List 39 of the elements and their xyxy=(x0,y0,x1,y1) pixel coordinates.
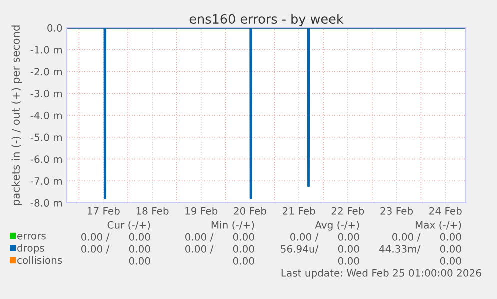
text: 0.00 / 0.00 xyxy=(186,233,254,242)
text: 0.00 / 0.00 xyxy=(186,245,254,254)
x-tick-label: 19 Feb xyxy=(186,207,218,215)
text: 0.00 / 0.00 xyxy=(392,233,462,242)
text: 0.00 xyxy=(440,257,462,265)
text: Min (-/+) xyxy=(212,221,254,230)
text: 0.00 / 0.00 xyxy=(82,233,150,242)
text: 56.94u/ 0.00 xyxy=(281,245,360,254)
legend-label: drops xyxy=(18,244,44,254)
text: Cur (-/+) xyxy=(108,221,150,230)
y-tick-label: -7.0 m xyxy=(30,178,62,186)
x-tick-label: 18 Feb xyxy=(136,207,169,215)
text: 0.00 xyxy=(233,257,254,265)
chart-title: ens160 errors - by week xyxy=(190,14,344,26)
legend-label: errors xyxy=(18,234,46,240)
y-tick-label: -2.0 m xyxy=(30,68,62,76)
text: Last update: Wed Feb 25 01:00:00 2026 xyxy=(282,269,482,279)
x-tick-label: 21 Feb xyxy=(283,207,316,215)
y-tick-label: -1.0 m xyxy=(30,46,62,54)
y-axis-title: packets in (-) / out (+) per second xyxy=(12,26,22,206)
text: 0.00 xyxy=(338,257,360,265)
y-tick-label: -8.0 m xyxy=(30,199,62,207)
legend-label: collisions xyxy=(18,256,62,264)
text: 44.33m/ 0.00 xyxy=(379,245,462,254)
x-tick-label: 23 Feb xyxy=(380,207,414,215)
x-tick-label: 17 Feb xyxy=(88,207,120,215)
text: Max (-/+) xyxy=(416,221,462,230)
x-tick-label: 20 Feb xyxy=(234,207,266,215)
text: Avg (-/+) xyxy=(315,221,360,231)
text: 0.00 / 0.00 xyxy=(82,245,150,254)
x-tick-label: 22 Feb xyxy=(332,207,364,215)
y-tick-label: -3.0 m xyxy=(30,90,62,98)
text: 0.00 / 0.00 xyxy=(290,233,360,242)
text: 0.00 xyxy=(129,257,150,265)
y-tick-label: 0.0 xyxy=(48,24,62,32)
y-tick-label: -5.0 m xyxy=(30,134,62,142)
y-tick-label: -4.0 m xyxy=(30,112,62,120)
x-tick-label: 24 Feb xyxy=(430,207,462,215)
y-tick-label: -6.0 m xyxy=(30,156,62,164)
